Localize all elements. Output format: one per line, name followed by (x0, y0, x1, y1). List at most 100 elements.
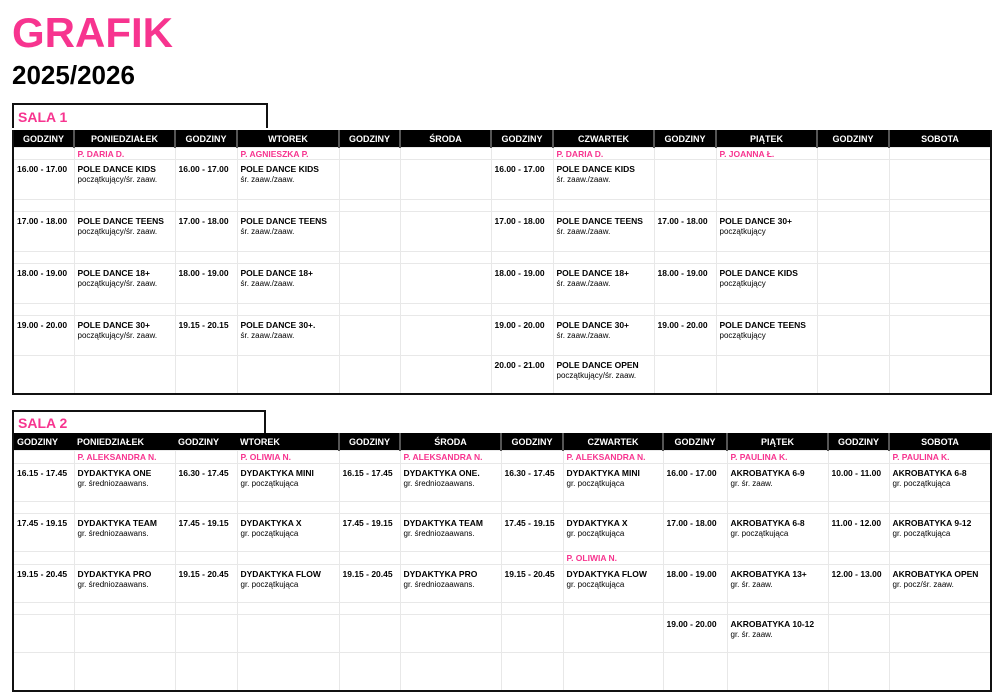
day-cell (888, 355, 992, 394)
class-level: gr. pocz/śr. zaaw. (892, 580, 954, 589)
class-title: DYDAKTYKA MINI (240, 468, 314, 478)
class-title: POLE DANCE TEENS (240, 216, 327, 226)
time-cell (816, 211, 890, 252)
time-cell (338, 147, 401, 160)
day-cell: P. PAULINA K. (888, 450, 992, 464)
time-cell (12, 652, 75, 691)
time-cell (816, 147, 890, 160)
day-cell (888, 159, 992, 200)
class-title: AKROBATYKA 13+ (730, 569, 807, 579)
time-cell (653, 147, 717, 160)
column-header: GODZINY (174, 130, 237, 148)
time-cell (827, 450, 890, 464)
column-header: GODZINY (13, 130, 74, 148)
time-cell: 19.15 - 20.45 (174, 564, 238, 603)
time-cell (12, 355, 75, 394)
column-header: SOBOTA (888, 433, 991, 451)
class-level: początkujący (719, 331, 766, 340)
room-title-box: SALA 2 (12, 410, 266, 433)
time-cell (816, 199, 890, 212)
class-entry: POLE DANCE 30+ początkujący (715, 211, 818, 252)
time-cell (653, 199, 717, 212)
class-time: 17.45 - 19.15 (178, 518, 229, 528)
class-entry: DYDAKTYKA PRO gr. średniozaawans. (399, 564, 502, 603)
time-cell (338, 263, 401, 304)
time-cell (662, 551, 728, 565)
time-cell (490, 303, 554, 316)
day-cell (399, 147, 492, 160)
column-header: PIĄTEK (715, 130, 817, 148)
time-cell: 19.15 - 20.45 (338, 564, 401, 603)
time-cell (816, 159, 890, 200)
column-header: GODZINY (500, 433, 563, 451)
class-time: 19.00 - 20.00 (494, 320, 545, 330)
time-cell (174, 614, 238, 653)
day-cell (236, 652, 340, 691)
class-level: gr. początkująca (892, 529, 951, 538)
column-header: GODZINY (338, 130, 400, 148)
time-cell (816, 263, 890, 304)
column-header: PIĄTEK (726, 433, 828, 451)
time-cell: 16.30 - 17.45 (174, 463, 238, 502)
spacer-row (12, 501, 992, 514)
time-cell (174, 251, 238, 264)
class-time: 16.00 - 17.00 (17, 164, 68, 174)
time-cell: 17.45 - 19.15 (174, 513, 238, 552)
class-title: DYDAKTYKA FLOW (566, 569, 647, 579)
class-title: POLE DANCE KIDS (240, 164, 319, 174)
class-entry: DYDAKTYKA TEAM gr. średniozaawans. (73, 513, 176, 552)
class-entry: DYDAKTYKA ONE. gr. średniozaawans. (399, 463, 502, 502)
column-header: ŚRODA (399, 433, 501, 451)
time-cell: 18.00 - 19.00 (174, 263, 238, 304)
time-cell (653, 251, 717, 264)
day-cell (888, 199, 992, 212)
day-cell: P. JOANNA Ł. (715, 147, 818, 160)
day-cell (726, 652, 829, 691)
event-row: 19.00 - 20.00 POLE DANCE 30+ początkujący/… (12, 315, 992, 356)
day-cell (399, 602, 502, 615)
spacer-row (12, 602, 992, 615)
time-cell: 17.45 - 19.15 (12, 513, 75, 552)
class-time: 16.30 - 17.45 (504, 468, 555, 478)
day-cell (236, 355, 340, 394)
time-cell (500, 551, 564, 565)
class-time: 19.15 - 20.45 (342, 569, 393, 579)
teacher-name: P. ALEKSANDRA N. (77, 452, 157, 462)
class-entry: DYDAKTYKA TEAM gr. średniozaawans. (399, 513, 502, 552)
day-cell (888, 315, 992, 356)
time-cell (816, 315, 890, 356)
day-cell (888, 263, 992, 304)
time-cell (338, 315, 401, 356)
time-cell (174, 355, 238, 394)
class-time: 12.00 - 13.00 (831, 569, 882, 579)
time-cell (12, 251, 75, 264)
class-level: początkujący/śr. zaaw. (77, 331, 158, 340)
column-header: GODZINY (490, 130, 553, 148)
class-title: POLE DANCE KIDS (77, 164, 156, 174)
class-level: śr. zaaw./zaaw. (556, 331, 611, 340)
class-entry: AKROBATYKA 6-9 gr. śr. zaaw. (726, 463, 829, 502)
time-cell: 19.15 - 20.45 (12, 564, 75, 603)
teacher-row: P. OLIWIA N. (12, 551, 992, 565)
event-row (12, 652, 992, 691)
day-cell (399, 159, 492, 200)
column-header: GODZINY (175, 433, 237, 451)
time-cell (12, 147, 75, 160)
time-cell (338, 551, 401, 565)
header-row: GODZINY PONIEDZIAŁEK GODZINY WTOREK GODZINY Ś… (13, 433, 991, 451)
class-level: początkujący/śr. zaaw. (77, 175, 158, 184)
day-cell (73, 602, 176, 615)
class-time: 16.15 - 17.45 (342, 468, 393, 478)
time-cell (174, 602, 238, 615)
time-cell: 19.00 - 20.00 (653, 315, 717, 356)
class-title: POLE DANCE 30+ (77, 320, 151, 330)
time-cell: 17.00 - 18.00 (12, 211, 75, 252)
room-title: SALA 2 (18, 415, 68, 431)
time-cell (816, 251, 890, 264)
time-cell (12, 450, 75, 464)
day-cell (399, 355, 492, 394)
time-cell: 19.00 - 20.00 (662, 614, 728, 653)
class-time: 16.00 - 17.00 (666, 468, 717, 478)
room-title-box: SALA 1 (12, 103, 268, 128)
class-entry: DYDAKTYKA MINI gr. początkująca (562, 463, 664, 502)
